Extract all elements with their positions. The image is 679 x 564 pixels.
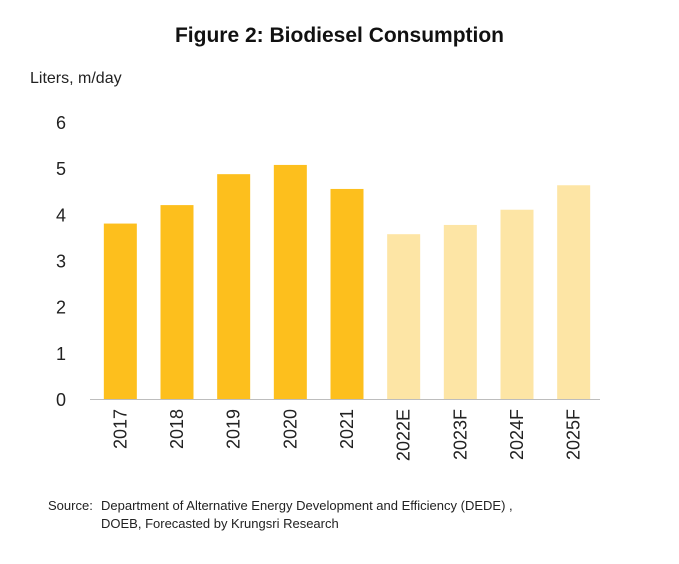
x-tick-label: 2018	[167, 409, 187, 449]
y-axis-ticks: 0 1 2 3 4 5 6	[56, 113, 66, 410]
x-tick-label: 2019	[224, 409, 244, 449]
source-note: Source: Department of Alternative Energy …	[48, 497, 513, 533]
bar-2023F	[443, 224, 477, 399]
x-tick-label: 2021	[337, 409, 357, 449]
bar-2022E	[387, 234, 421, 399]
bar-2018	[160, 205, 194, 399]
bar-2020	[273, 164, 307, 399]
bar-2025F	[557, 185, 591, 399]
y-tick-label: 5	[56, 159, 66, 179]
y-tick-label: 0	[56, 390, 66, 410]
x-tick-label: 2025F	[564, 409, 584, 460]
y-tick-label: 3	[56, 252, 66, 272]
source-line-2: DOEB, Forecasted by Krungsri Research	[101, 516, 339, 531]
bar-2017	[103, 223, 137, 399]
bar-2019	[217, 174, 251, 399]
x-tick-label: 2020	[280, 409, 300, 449]
x-tick-label: 2017	[110, 409, 130, 449]
y-tick-label: 4	[56, 205, 66, 225]
x-tick-label: 2022E	[394, 409, 414, 461]
y-axis-unit-label: Liters, m/day	[30, 70, 122, 87]
y-tick-label: 6	[56, 113, 66, 133]
x-tick-label: 2023F	[450, 409, 470, 460]
source-label: Source:	[48, 498, 93, 513]
x-axis-labels: 2017 2018 2019 2020 2021 2022E 2023F 2024F 2025F	[110, 409, 583, 461]
y-tick-label: 1	[56, 344, 66, 364]
y-tick-label: 2	[56, 298, 66, 318]
source-line-1: Department of Alternative Energy Develop…	[101, 498, 513, 513]
bar-2021	[330, 188, 364, 399]
chart-title: Figure 2: Biodiesel Consumption	[174, 24, 505, 47]
x-tick-label: 2024F	[507, 409, 527, 460]
bars	[103, 164, 591, 399]
bar-2024F	[500, 209, 534, 399]
